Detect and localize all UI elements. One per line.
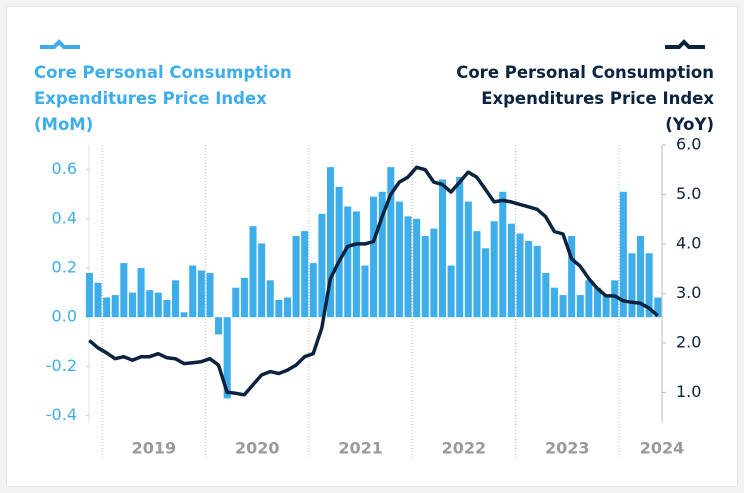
bar (525, 240, 533, 318)
bar (430, 228, 438, 318)
bar (559, 295, 567, 318)
line (88, 165, 659, 397)
bar (326, 167, 335, 318)
bar (146, 290, 154, 318)
bar (542, 272, 550, 318)
bar (438, 179, 447, 318)
bar (576, 295, 584, 318)
bar (378, 191, 386, 318)
bar (292, 236, 300, 318)
bar (215, 317, 223, 335)
bar (154, 292, 162, 318)
bar (611, 280, 619, 318)
y2-tick-label: 6.0 (676, 135, 701, 154)
bar (602, 295, 610, 318)
bar (447, 265, 455, 318)
x-year-label: 2022 (442, 439, 487, 458)
bar (85, 272, 93, 318)
bar (232, 287, 240, 318)
bar (352, 211, 360, 318)
x-year-label: 2023 (545, 439, 590, 458)
y2-tick-label: 4.0 (676, 233, 701, 252)
bar (482, 248, 490, 318)
bar (206, 272, 214, 318)
y2-tick-label: 3.0 (676, 283, 701, 302)
bar (413, 218, 421, 318)
bar (395, 201, 403, 318)
bar (361, 265, 369, 318)
legend-yoy: Core Personal Consumption Expenditures P… (456, 63, 714, 134)
bar (464, 201, 472, 318)
bar (404, 216, 412, 318)
bar (128, 292, 136, 318)
y-tick-label: -0.2 (46, 356, 77, 375)
bar (619, 191, 627, 318)
bar (266, 280, 274, 318)
bar (111, 295, 119, 318)
bar (507, 223, 515, 318)
bar (120, 263, 128, 318)
x-year-label: 2020 (235, 439, 280, 458)
y2-tick-label: 5.0 (676, 184, 701, 203)
bar (490, 221, 498, 318)
bar (473, 231, 481, 318)
bar (171, 280, 180, 318)
bar (344, 206, 352, 318)
x-year-label: 2019 (132, 439, 177, 458)
y-tick-label: 0.2 (52, 258, 77, 277)
bar (585, 280, 593, 318)
bar (645, 253, 653, 318)
bar (223, 317, 231, 399)
bar (335, 186, 343, 318)
legend-icon-mom (40, 39, 80, 49)
bar (103, 297, 111, 318)
bar (516, 233, 524, 318)
bar (550, 287, 558, 318)
bar (309, 263, 317, 318)
y2-tick-label: 2.0 (676, 332, 701, 351)
bar (499, 191, 507, 318)
bar (258, 243, 266, 318)
bar (456, 176, 464, 318)
y-tick-label: -0.4 (46, 405, 77, 424)
y-tick-label: 0.6 (52, 159, 77, 178)
bar (637, 236, 645, 318)
bar (387, 167, 395, 318)
y2-tick-label: 1.0 (676, 382, 701, 401)
bar (189, 265, 197, 318)
bar (283, 297, 291, 318)
bar (163, 299, 171, 318)
bar (137, 268, 145, 318)
legend-mom: Core Personal Consumption Expenditures P… (34, 63, 292, 134)
bar (301, 231, 309, 318)
bar (275, 299, 283, 318)
x-year-label: 2021 (338, 439, 383, 458)
bar (533, 245, 541, 318)
y-tick-label: 0.4 (52, 208, 77, 227)
bar (421, 236, 429, 318)
x-year-label: 2024 (640, 439, 685, 458)
bar (593, 287, 602, 318)
bar (94, 282, 102, 318)
bar (370, 196, 378, 318)
bar (654, 297, 662, 318)
bar (180, 312, 188, 318)
bar (249, 226, 257, 318)
y-tick-label: 0.0 (52, 307, 77, 326)
bar (628, 253, 636, 318)
bar (240, 277, 248, 318)
bar (318, 213, 326, 318)
bar (568, 236, 576, 318)
bar (197, 270, 205, 318)
legend-icon-yoy (665, 39, 705, 49)
